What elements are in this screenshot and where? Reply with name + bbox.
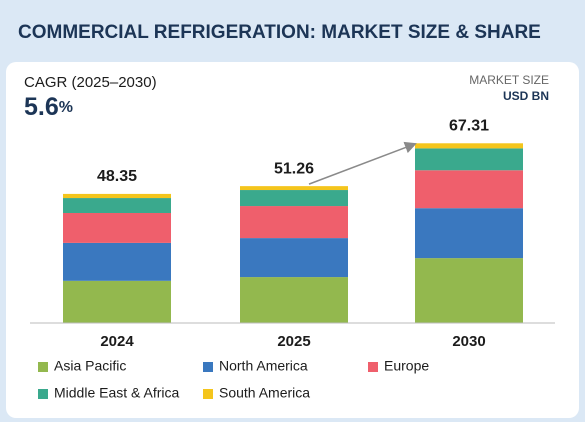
- legend-label: Middle East & Africa: [54, 385, 179, 401]
- bar-segment: [240, 190, 348, 207]
- bar-segment: [415, 143, 523, 149]
- chart-title: COMMERCIAL REFRIGERATION: MARKET SIZE & …: [18, 22, 541, 43]
- cagr-number: 5.6: [24, 93, 59, 121]
- bar-segment: [240, 238, 348, 278]
- total-label: 48.35: [97, 168, 137, 185]
- legend-label: South America: [219, 385, 310, 401]
- bar-segment: [63, 242, 171, 281]
- legend-swatch: [38, 362, 48, 372]
- bar-segment: [240, 186, 348, 191]
- bar-segment: [240, 277, 348, 323]
- unit-label: USD BN: [503, 89, 549, 103]
- legend-label: Europe: [384, 358, 429, 374]
- growth-arrow: [308, 141, 417, 185]
- legend-swatch: [203, 389, 213, 399]
- cagr-value: 5.6%: [24, 93, 73, 121]
- cagr-unit: %: [59, 99, 73, 116]
- legend-label: Asia Pacific: [54, 358, 126, 374]
- total-label: 67.31: [449, 118, 489, 135]
- bar-segment: [415, 148, 523, 171]
- bar-segment: [63, 280, 171, 323]
- legend-swatch: [203, 362, 213, 372]
- cagr-label: CAGR (2025–2030): [24, 74, 157, 91]
- bar-segment: [415, 208, 523, 259]
- bar-segment: [63, 193, 171, 199]
- bar-segment: [240, 206, 348, 239]
- bar-segment: [415, 170, 523, 209]
- x-tick-label: 2030: [452, 333, 485, 350]
- x-tick-label: 2025: [277, 333, 310, 350]
- legend-swatch: [38, 389, 48, 399]
- legend-swatch: [368, 362, 378, 372]
- bar-segment: [63, 212, 171, 243]
- unit-label: MARKET SIZE: [469, 73, 549, 87]
- x-tick-label: 2024: [100, 333, 134, 350]
- legend-label: North America: [219, 358, 308, 374]
- bar-segment: [63, 198, 171, 213]
- bar-segment: [415, 258, 523, 323]
- total-label: 51.26: [274, 160, 314, 177]
